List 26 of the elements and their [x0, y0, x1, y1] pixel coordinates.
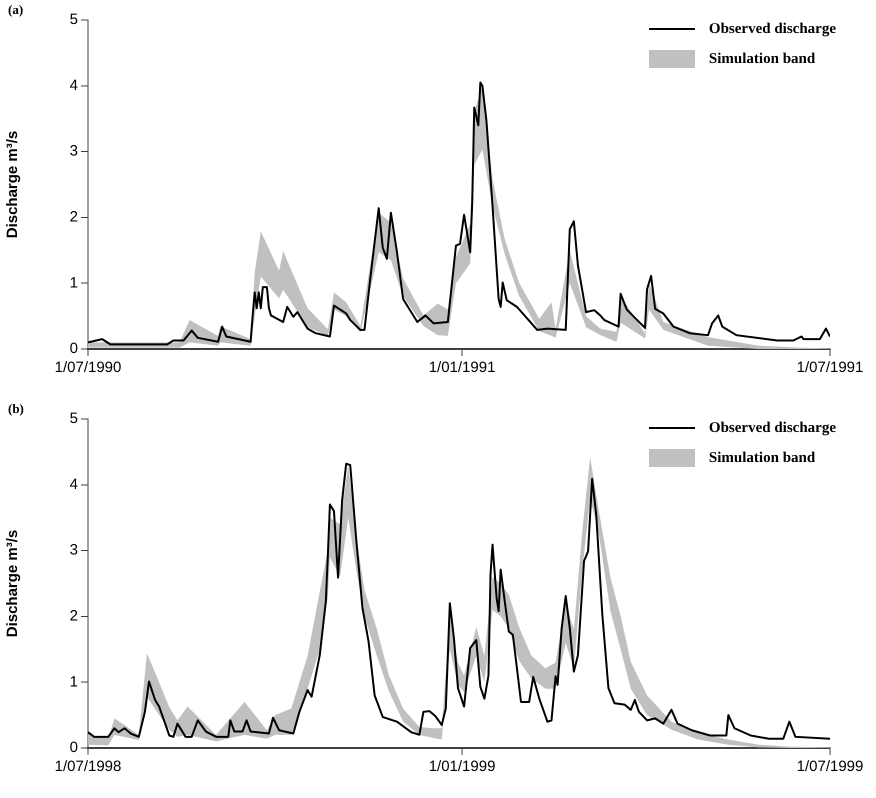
y-tick-label: 5: [70, 11, 78, 28]
x-tick-label: 1/07/1999: [796, 758, 864, 776]
y-tick-label: 0: [70, 340, 78, 358]
y-tick-label: 3: [70, 542, 78, 559]
y-tick-label: 1: [70, 673, 78, 690]
legend-label: Simulation band: [708, 450, 816, 466]
y-axis-title: Discharge m³/s: [4, 530, 22, 638]
y-tick-label: 2: [70, 608, 78, 625]
x-tick-label: 1/07/1991: [796, 359, 864, 376]
y-tick-label: 1: [70, 274, 78, 292]
y-tick-label: 3: [70, 142, 78, 160]
y-tick-label: 2: [70, 208, 78, 226]
x-tick-label: 1/07/1998: [54, 758, 122, 776]
legend-label: Observed discharge: [708, 20, 836, 38]
y-tick-label: 5: [70, 410, 78, 428]
chart-title: (a): [8, 2, 24, 18]
x-tick-label: 1/01/1991: [428, 359, 496, 376]
y-tick-label: 4: [70, 76, 78, 94]
legend-label: Simulation band: [708, 50, 816, 68]
x-tick-label: 1/07/1990: [54, 359, 122, 376]
legend-label: Observed discharge: [708, 420, 836, 436]
chart-title: (b): [8, 401, 24, 417]
y-tick-label: 0: [70, 739, 78, 756]
y-tick-label: 4: [70, 476, 78, 493]
y-axis-title: Discharge m³/s: [4, 130, 22, 238]
x-tick-label: 1/01/1999: [428, 758, 496, 776]
